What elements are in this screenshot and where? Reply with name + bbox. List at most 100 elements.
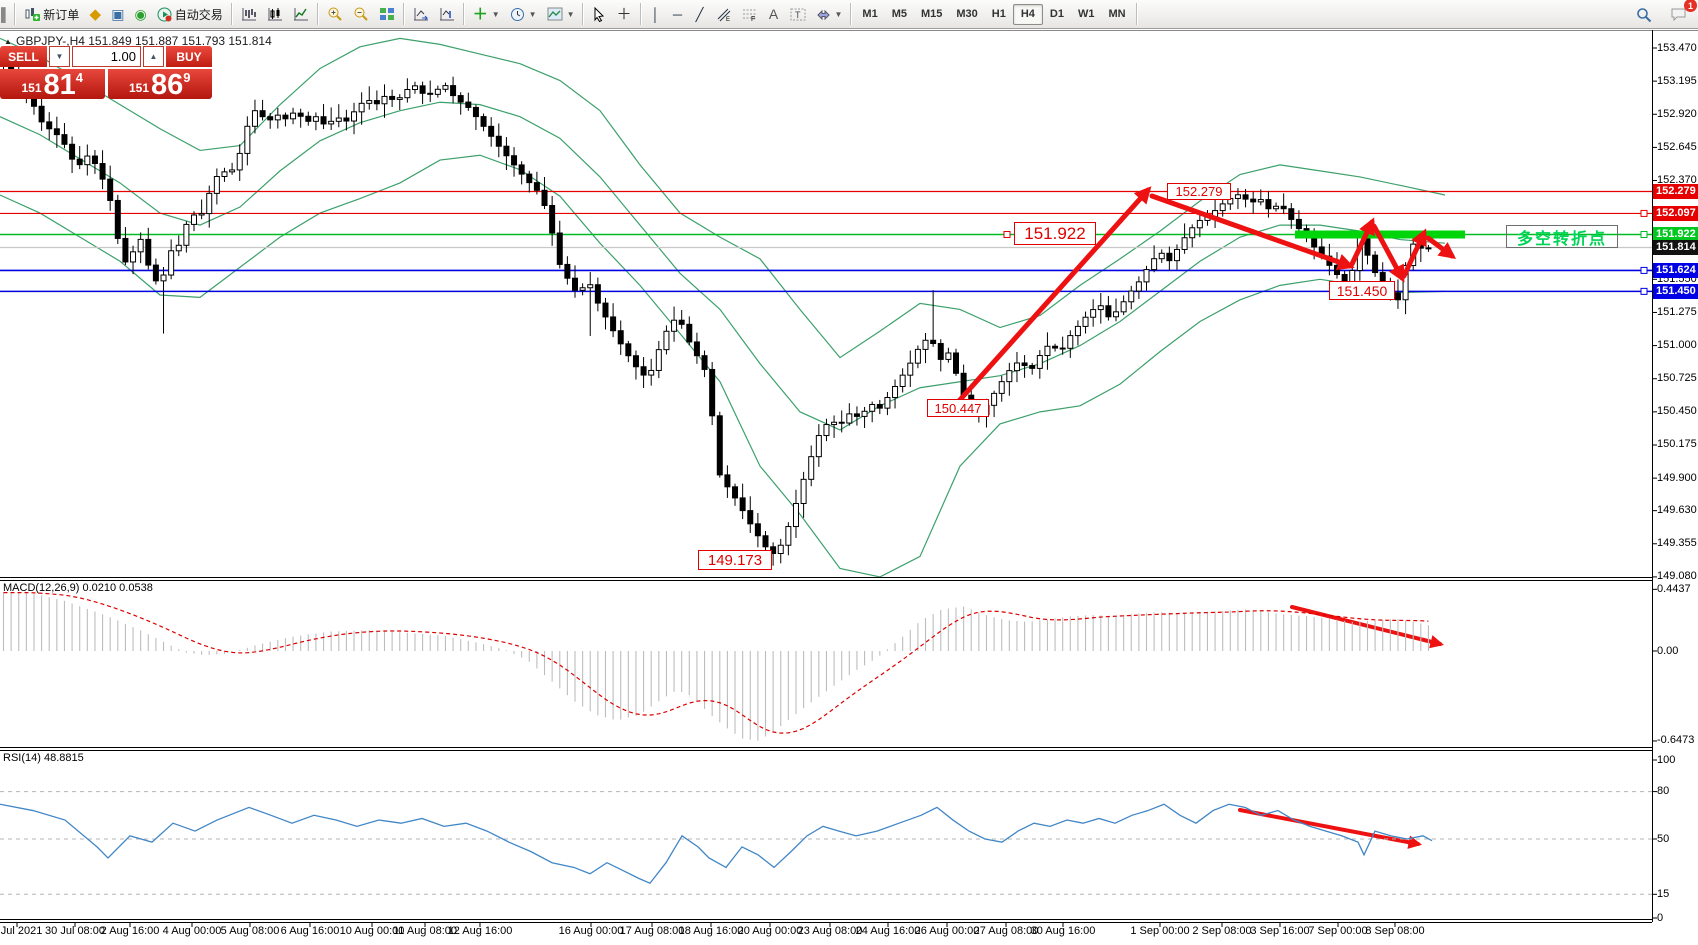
svg-text:T: T (795, 10, 801, 20)
macd-label: MACD(12,26,9) 0.0210 0.0538 (3, 582, 153, 594)
chart-shift-button[interactable] (434, 3, 460, 26)
price-annotation[interactable]: 151.450 (1329, 281, 1395, 300)
volume-increase-button[interactable]: ▲ (143, 46, 164, 67)
toolbar-separator (582, 3, 585, 25)
price-annotation[interactable]: 149.173 (698, 550, 772, 570)
metaeditor-button[interactable]: ◆ (84, 3, 106, 26)
auto-scroll-icon (413, 8, 428, 21)
level-handle[interactable] (1640, 231, 1648, 239)
toolbar-separator (230, 3, 233, 25)
chevron-down-icon: ▼ (491, 9, 500, 19)
fibonacci-tool[interactable]: F (737, 3, 763, 26)
pivot-label-anchor[interactable] (1003, 231, 1011, 239)
price-annotation[interactable]: 151.922 (1014, 222, 1096, 245)
price-annotation[interactable]: 152.279 (1167, 183, 1231, 200)
channel-icon: E (717, 8, 730, 22)
timeframe-M1[interactable]: M1 (862, 8, 878, 20)
macd-pane (2, 588, 1657, 742)
level-handle[interactable] (1640, 209, 1648, 217)
timeframe-MN[interactable]: MN (1108, 8, 1126, 20)
sell-button[interactable]: SELL (0, 46, 47, 67)
clock-icon (510, 7, 524, 21)
bar-chart-icon (241, 8, 256, 21)
chevron-down-icon: ▼ (834, 9, 843, 19)
autotrading-button[interactable]: 自动交易 (152, 3, 228, 26)
sell-price-display[interactable]: 151 81 4 (0, 69, 105, 100)
channel-tool[interactable]: E (711, 3, 737, 26)
level-handle[interactable] (1640, 287, 1648, 295)
search-icon (1637, 7, 1652, 22)
bar-chart-button[interactable] (236, 3, 262, 26)
pivot-note[interactable]: 多空转折点 (1506, 225, 1618, 248)
shapes-tool[interactable]: ▼ (811, 3, 848, 26)
tile-windows-button[interactable] (374, 3, 400, 26)
buy-button[interactable]: BUY (166, 46, 212, 67)
macd-trend-arrow[interactable] (1290, 605, 1444, 649)
trendline-tool[interactable]: ╱ (689, 3, 711, 26)
buy-price-pip: 9 (183, 70, 191, 85)
volume-input[interactable]: 1.00 (72, 46, 141, 67)
volume-decrease-button[interactable]: ▼ (49, 46, 70, 67)
signals-button[interactable]: ◉ (129, 3, 151, 26)
shapes-arrows-icon (816, 9, 830, 20)
buy-price-display[interactable]: 151 86 9 (107, 69, 212, 101)
toolbar-right-group: 1 (1631, 0, 1697, 29)
new-order-icon (25, 8, 41, 21)
timeframe-M5[interactable]: M5 (891, 8, 907, 20)
trend-arrow[interactable] (1425, 235, 1457, 260)
text-label-tool[interactable]: T (785, 3, 811, 26)
timeframe-W1[interactable]: W1 (1077, 8, 1095, 20)
timeframe-H1[interactable]: H1 (991, 8, 1006, 20)
trend-arrow[interactable] (1349, 217, 1375, 267)
trend-arrow[interactable] (1401, 228, 1427, 279)
toolbar-separator (462, 3, 465, 25)
price-annotation[interactable]: 150.447 (927, 399, 989, 417)
candle-chart-button[interactable] (262, 3, 288, 26)
bollinger-bands (0, 37, 1446, 577)
text-tool[interactable]: A (763, 3, 785, 26)
timeframe-H4[interactable]: H4 (1012, 3, 1043, 25)
template-icon (547, 7, 563, 21)
buy-price-main: 86 (151, 69, 184, 101)
zoom-in-button[interactable] (322, 3, 348, 26)
crosshair-button[interactable]: ＋ (611, 3, 636, 26)
notifications-button[interactable]: 1 (1665, 0, 1697, 26)
new-order-label: 新订单 (43, 7, 80, 22)
horizontal-line-tool[interactable]: ─ (667, 3, 689, 26)
zoom-out-button[interactable] (348, 3, 374, 26)
autotrading-icon (157, 7, 172, 21)
timeframe-M15[interactable]: M15 (920, 8, 943, 20)
timeframe-M30[interactable]: M30 (956, 8, 978, 20)
trend-arrow[interactable] (955, 186, 1152, 405)
new-order-button[interactable]: 新订单 (19, 3, 84, 26)
svg-text:E: E (726, 17, 730, 22)
line-chart-icon (293, 8, 308, 21)
main-toolbar: ▌ 新订单 ◆ ▣ ◉ 自动交易 ＋ ▼ ▼ ▼ ＋ │ ─ ╱ (0, 0, 1698, 29)
cursor-button[interactable] (587, 3, 611, 26)
period-button[interactable]: ▼ (505, 3, 542, 26)
timeframe-D1[interactable]: D1 (1049, 8, 1064, 20)
auto-scroll-button[interactable] (408, 3, 434, 26)
rsi-trend-arrow[interactable] (1238, 808, 1423, 849)
toolbar-separator (639, 3, 642, 25)
rsi-line (0, 803, 1433, 885)
trendline-icon: ╱ (695, 6, 704, 22)
signals-icon: ◉ (134, 6, 147, 22)
chat-bubble-icon (1671, 8, 1686, 22)
line-chart-button[interactable] (288, 3, 314, 26)
market-watch-button[interactable]: ▣ (106, 3, 129, 26)
vertical-line-tool[interactable]: │ (645, 3, 667, 26)
add-indicator-button[interactable]: ＋ ▼ (468, 3, 505, 26)
level-handle[interactable] (1640, 266, 1648, 274)
notification-badge: 1 (1684, 0, 1697, 12)
trend-arrow[interactable] (1149, 193, 1355, 271)
search-button[interactable] (1631, 3, 1657, 26)
template-button[interactable]: ▼ (542, 3, 580, 26)
timeframe-group: M1 M5 M15 M30 H1 H4 D1 W1 MN (855, 3, 1132, 25)
trend-arrow[interactable] (1371, 223, 1405, 283)
trend-arrows[interactable] (955, 186, 1457, 849)
toolbar-separator (1135, 3, 1138, 25)
macd-signal-line (3, 592, 1429, 734)
